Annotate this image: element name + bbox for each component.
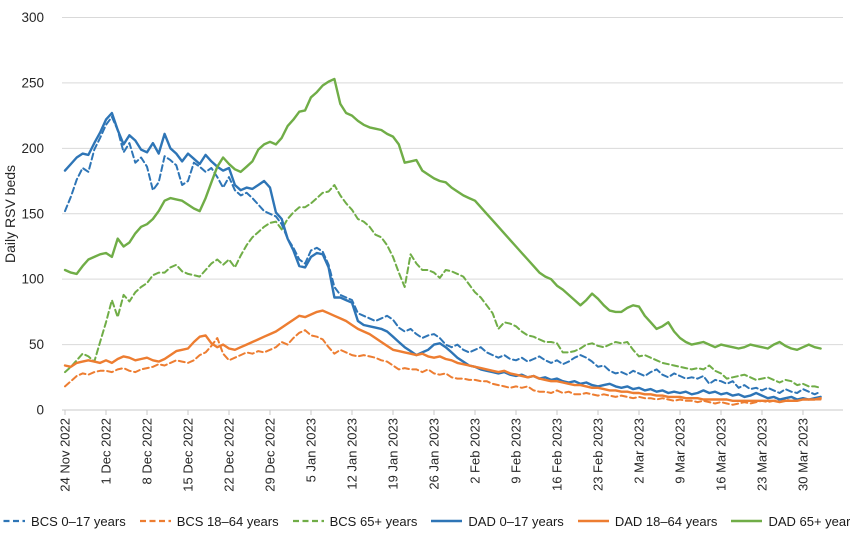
x-tick-label: 8 Dec 2022 [139, 418, 154, 485]
x-tick-label: 19 Jan 2023 [385, 418, 400, 490]
x-tick-label: 5 Jan 2023 [303, 418, 318, 482]
legend-swatch [139, 519, 171, 523]
legend-label: DAD 65+ years [768, 513, 850, 529]
y-tick-label: 250 [21, 75, 44, 90]
x-tick-label: 23 Feb 2023 [590, 418, 605, 491]
y-tick-label: 50 [29, 337, 44, 352]
x-tick-label: 26 Jan 2023 [426, 418, 441, 490]
series-lines [63, 77, 822, 406]
x-tick-label: 1 Dec 2022 [98, 418, 113, 485]
rsv-beds-chart: 0 50 100 150 200 250 300 Daily RSV beds 24 Nov… [2, 10, 843, 492]
legend-label: BCS 0–17 years [31, 513, 126, 529]
legend-swatch [731, 519, 763, 523]
legend-swatch [292, 519, 324, 523]
x-tick-label: 16 Mar 2023 [713, 418, 728, 491]
y-tick-label: 0 [36, 403, 44, 418]
series-line-dad-65-years [63, 77, 822, 351]
x-tick-label: 24 Nov 2022 [58, 418, 73, 492]
x-tick-label: 23 Mar 2023 [754, 418, 769, 491]
chart-legend: BCS 0–17 years BCS 18–64 years BCS 65+ yea… [0, 503, 850, 539]
legend-item-dad-18-64-years: DAD 18–64 years [577, 513, 718, 529]
legend-item-bcs-65-years: BCS 65+ years [292, 513, 418, 529]
y-tick-label: 100 [21, 272, 44, 287]
series-line-dad-0-17-years [63, 111, 822, 401]
y-tick-label: 150 [21, 206, 44, 221]
series-line-bcs-0-17-years [64, 115, 822, 396]
legend-swatch [577, 519, 609, 523]
legend-item-dad-65-years: DAD 65+ years [730, 514, 850, 529]
x-tick-label: 2 Feb 2023 [467, 418, 482, 484]
x-tick-label: 9 Mar 2023 [672, 418, 687, 484]
x-tick-label: 29 Dec 2022 [262, 418, 277, 492]
x-tick-label: 15 Dec 2022 [180, 418, 195, 492]
legend-item-dad-0-17-years: DAD 0–17 years [430, 513, 564, 529]
y-axis-title: Daily RSV beds [2, 165, 18, 263]
x-tick-label: 16 Feb 2023 [549, 418, 564, 491]
x-axis-tick-labels: 24 Nov 2022 1 Dec 2022 8 Dec 2022 15 Dec 20… [58, 418, 811, 492]
legend-item-bcs-18-64-years: BCS 18–64 years [139, 514, 279, 529]
legend-label: DAD 18–64 years [614, 513, 718, 529]
legend-swatch [431, 519, 463, 523]
x-tick-label: 30 Mar 2023 [795, 418, 810, 491]
legend-label: BCS 18–64 years [176, 513, 279, 529]
x-axis [62, 409, 843, 415]
series-line-bcs-65-years [64, 184, 822, 389]
y-tick-label: 300 [21, 10, 44, 25]
legend-label: BCS 65+ years [329, 513, 418, 529]
x-tick-label: 2 Mar 2023 [631, 418, 646, 484]
y-tick-label: 200 [21, 141, 44, 156]
x-tick-label: 22 Dec 2022 [221, 418, 236, 492]
series-line-bcs-18-64-years [64, 329, 822, 406]
legend-item-bcs-0-17-years: BCS 0–17 years [0, 514, 126, 529]
x-tick-label: 12 Jan 2023 [344, 418, 359, 490]
legend-swatch [0, 519, 26, 523]
y-axis-tick-labels: 0 50 100 150 200 250 300 [21, 10, 44, 418]
series-line-dad-18-64-years [63, 309, 822, 404]
x-tick-label: 9 Feb 2023 [508, 418, 523, 484]
legend-label: DAD 0–17 years [468, 513, 564, 529]
